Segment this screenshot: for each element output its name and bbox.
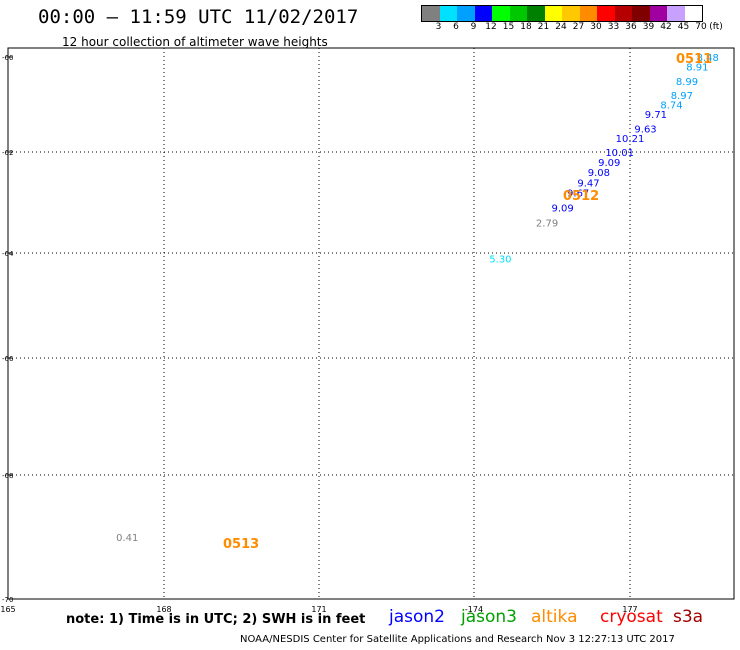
legend-label-13: 42 [660, 22, 672, 32]
legend-label-3: 12 [485, 22, 497, 32]
legend-label-1: 6 [453, 22, 459, 32]
legend-swatch-3 [474, 6, 492, 21]
lon-label: 168 [156, 605, 171, 614]
legend-swatch-7 [544, 6, 562, 21]
wave-height-value: 9.08 [588, 168, 610, 179]
page-subtitle: 12 hour collection of altimeter wave hei… [62, 35, 328, 49]
legend-swatch-0 [422, 6, 440, 21]
legend-swatch-1 [439, 6, 457, 21]
legend-swatch-10 [597, 6, 615, 21]
satellite-cryosat: cryosat [600, 607, 663, 627]
wave-height-value: 10.21 [616, 134, 645, 145]
legend-label-7: 24 [555, 22, 567, 32]
lon-label: -174 [465, 605, 483, 614]
legend-swatch-2 [457, 6, 475, 21]
wave-height-value: 9.67 [567, 188, 589, 199]
legend-swatch-12 [632, 6, 650, 21]
legend-swatch-9 [579, 6, 597, 21]
legend-swatch-4 [492, 6, 510, 21]
lon-label: 171 [311, 605, 326, 614]
legend-label-16: (ft) [709, 22, 723, 32]
lat-label: -68 [2, 472, 13, 480]
lat-label: -66 [2, 355, 14, 363]
lat-label: -70 [2, 596, 13, 604]
wave-height-value: 8.99 [676, 77, 698, 88]
units-note: note: 1) Time is in UTC; 2) SWH is in fe… [66, 612, 366, 627]
wave-height-value: 8.48 [697, 53, 719, 64]
footer-credit: NOAA/NESDIS Center for Satellite Applica… [240, 634, 675, 645]
legend-swatch-14 [667, 6, 685, 21]
legend-label-10: 33 [607, 22, 620, 32]
legend-swatch-15 [684, 6, 702, 21]
legend-label-5: 18 [520, 22, 532, 32]
legend-label-14: 45 [677, 22, 690, 32]
lat-label: -64 [2, 250, 14, 258]
wave-height-value: 8.97 [671, 91, 693, 102]
wave-height-value: 9.47 [577, 178, 599, 189]
lat-label: -60 [2, 54, 13, 62]
legend-label-0: 3 [435, 22, 442, 32]
legend-label-12: 39 [642, 22, 655, 32]
pass-label: 0511 [676, 52, 712, 67]
legend-swatch-5 [509, 6, 527, 21]
wave-height-value: 9.09 [551, 204, 573, 215]
pass-label: 0512 [563, 189, 599, 204]
legend-label-15: 70 [695, 22, 707, 32]
legend-swatch-6 [527, 6, 545, 21]
legend-label-11: 36 [625, 22, 637, 32]
wave-height-value: 5.30 [489, 254, 511, 265]
color-legend-labels: 3 6 9 12 15 18 21 24 27 30 33 36 39 42 45 70 (ft) [421, 22, 740, 36]
color-legend [421, 5, 703, 22]
satellite-s3a: s3a [673, 607, 704, 627]
legend-label-8: 27 [572, 22, 585, 32]
lon-label: 177 [622, 605, 637, 614]
wave-height-value: 9.71 [645, 110, 667, 121]
wave-height-value: 2.79 [536, 219, 558, 230]
satellite-altika: altika [531, 607, 578, 627]
legend-swatch-13 [649, 6, 667, 21]
lat-label: -62 [2, 149, 13, 157]
satellite-jason3: jason3 [461, 607, 517, 627]
wave-height-value: 8.74 [660, 101, 682, 112]
legend-swatch-8 [562, 6, 580, 21]
legend-label-2: 9 [470, 22, 477, 32]
satellite-jason2: jason2 [389, 607, 445, 627]
legend-label-4: 15 [502, 22, 515, 32]
pass-label: 0513 [223, 537, 259, 552]
map-frame [7, 47, 735, 600]
wave-height-value: 9.09 [598, 158, 620, 169]
legend-label-9: 30 [590, 22, 602, 32]
page-title: 00:00 – 11:59 UTC 11/02/2017 [38, 6, 359, 28]
wave-height-value: 8.91 [686, 63, 708, 74]
legend-swatch-11 [614, 6, 632, 21]
wave-height-value: 9.63 [634, 124, 656, 135]
lon-label: 165 [0, 605, 15, 614]
legend-label-6: 21 [537, 22, 550, 32]
wave-height-value: 10.01 [605, 148, 634, 159]
wave-height-value: 0.41 [116, 533, 138, 544]
